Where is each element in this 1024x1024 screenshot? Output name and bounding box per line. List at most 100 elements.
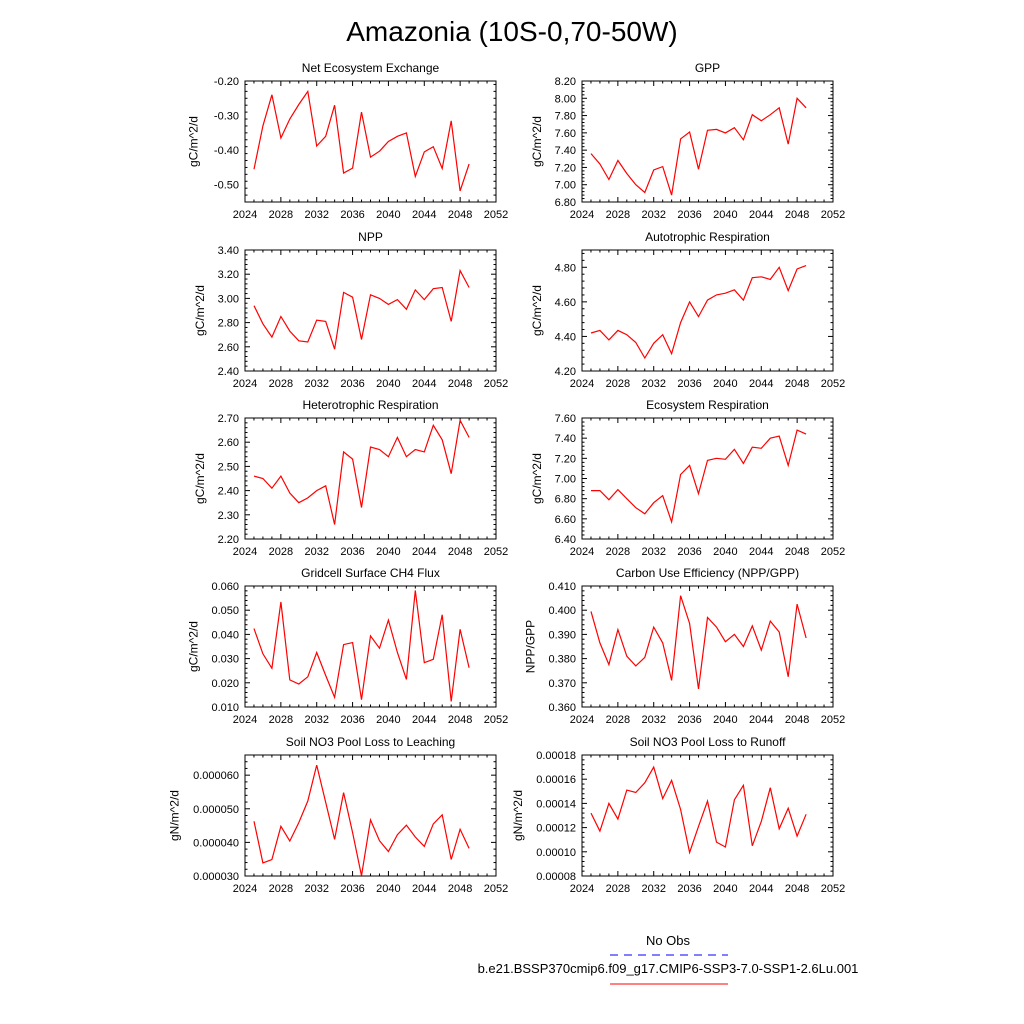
x-tick-label: 2048 [785,546,809,558]
x-tick-label: 2036 [677,714,701,726]
y-tick-label: -0.40 [214,145,239,157]
x-tick-label: 2036 [340,714,364,726]
y-tick-label: 2.50 [218,461,239,473]
y-axis-label: gC/m^2/d [530,453,544,504]
y-tick-label: 2.60 [218,342,239,354]
x-tick-label: 2032 [304,714,328,726]
y-tick-label: 7.00 [555,474,576,486]
x-tick-label: 2036 [677,883,701,895]
y-tick-label: 3.00 [218,293,239,305]
x-tick-label: 2044 [412,209,436,221]
y-tick-label: 8.20 [555,76,576,88]
panel-4: Autotrophic Respiration 2024 2028 2032 2036 2… [530,230,845,390]
x-tick-label: 2040 [713,546,737,558]
x-tick-label: 2024 [233,378,257,390]
legend: No Obs b.e21.BSSP370cmip6.f09_g17.CMIP6-… [478,933,859,985]
y-axis-label: gC/m^2/d [187,621,201,672]
panel-title: Gridcell Surface CH4 Flux [301,566,440,580]
panel-title: Soil NO3 Pool Loss to Leaching [286,735,455,749]
x-tick-label: 2052 [484,209,508,221]
plot-frame [244,80,497,203]
x-tick-label: 2048 [785,209,809,221]
y-tick-label: 0.400 [548,605,576,617]
series-line [590,97,807,196]
x-tick-label: 2040 [713,209,737,221]
y-tick-label: 6.80 [555,197,576,209]
x-tick-label: 2032 [641,883,665,895]
x-tick-label: 2032 [304,546,328,558]
legend-obs-label: No Obs [646,933,691,948]
x-tick-label: 2032 [304,378,328,390]
y-tick-label: 2.80 [218,318,239,330]
y-tick-label: 4.40 [555,331,576,343]
y-tick-label: 6.80 [555,494,576,506]
x-tick-label: 2024 [570,546,594,558]
y-axis-label: gC/m^2/d [193,453,207,504]
x-tick-label: 2036 [677,378,701,390]
x-tick-label: 2024 [233,546,257,558]
y-tick-label: 7.60 [555,413,576,425]
x-tick-label: 2028 [269,714,293,726]
y-tick-label: 7.60 [555,128,576,140]
plot-frame [581,80,834,203]
y-tick-label: 7.40 [555,145,576,157]
panel-3: NPP 2024 2028 2032 2036 2040 2044 2048 2052 2.40 2… [193,230,508,390]
y-tick-label: 0.380 [548,654,576,666]
x-tick-label: 2028 [269,378,293,390]
x-tick-label: 2052 [484,714,508,726]
x-tick-label: 2032 [641,546,665,558]
x-tick-label: 2032 [641,209,665,221]
x-tick-label: 2044 [749,883,773,895]
y-axis-label: NPP/GPP [524,620,538,673]
panel-title: Net Ecosystem Exchange [302,61,440,75]
series-line [253,418,470,525]
y-tick-label: 0.390 [548,629,576,641]
y-axis-label: gN/m^2/d [168,790,182,841]
y-tick-label: 0.000040 [193,837,239,849]
y-tick-label: 0.410 [548,581,576,593]
x-tick-label: 2024 [233,883,257,895]
series-line [253,268,470,350]
panel-5: Heterotrophic Respiration 2024 2028 2032 203… [193,398,508,558]
y-axis-label: gC/m^2/d [187,116,201,167]
x-tick-label: 2036 [340,209,364,221]
panel-2: GPP 2024 2028 2032 2036 2040 2044 2048 2052 6.80 7… [530,61,845,221]
x-tick-label: 2028 [269,546,293,558]
y-tick-label: 0.00016 [536,774,576,786]
y-tick-label: 3.40 [218,245,239,257]
series-line [590,765,807,855]
x-tick-label: 2048 [448,546,472,558]
y-tick-label: 0.00014 [536,798,576,810]
plot-frame [581,249,834,372]
panel-8: Carbon Use Efficiency (NPP/GPP) 2024 2028 2… [524,566,846,726]
x-tick-label: 2040 [376,209,400,221]
y-tick-label: 0.010 [211,702,239,714]
x-tick-label: 2024 [570,714,594,726]
y-tick-label: 2.40 [218,366,239,378]
y-axis-label: gC/m^2/d [530,116,544,167]
panel-title: GPP [695,61,720,75]
x-tick-label: 2048 [785,378,809,390]
series-line [590,595,807,689]
x-tick-label: 2024 [570,378,594,390]
x-tick-label: 2036 [340,546,364,558]
y-tick-label: 2.40 [218,486,239,498]
x-tick-label: 2044 [749,714,773,726]
series-line [591,429,807,525]
y-tick-label: 0.040 [211,629,239,641]
y-tick-label: 2.30 [218,510,239,522]
x-tick-label: 2024 [233,209,257,221]
y-tick-label: 0.00010 [536,847,576,859]
panel-title: Carbon Use Efficiency (NPP/GPP) [616,566,799,580]
y-tick-label: 0.000030 [193,871,239,883]
legend-model-label: b.e21.BSSP370cmip6.f09_g17.CMIP6-SSP3-7.… [478,961,859,976]
x-tick-label: 2024 [233,714,257,726]
y-tick-label: -0.30 [214,111,239,123]
x-tick-label: 2052 [821,209,845,221]
y-tick-label: 0.370 [548,678,576,690]
panel-7: Gridcell Surface CH4 Flux 2024 2028 2032 203… [187,566,509,726]
x-tick-label: 2028 [606,378,630,390]
y-tick-label: 0.050 [211,605,239,617]
x-tick-label: 2028 [606,714,630,726]
